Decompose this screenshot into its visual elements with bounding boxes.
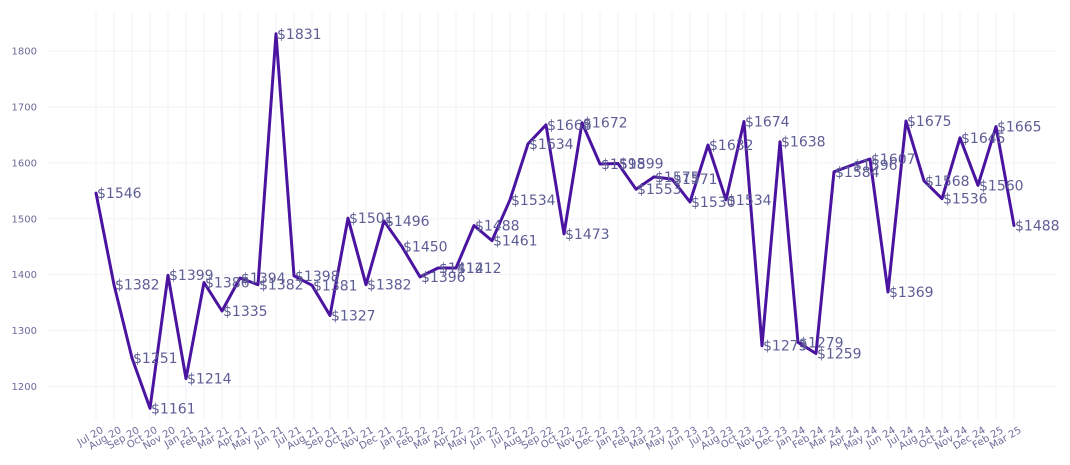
data-label: $1369 <box>889 285 934 301</box>
data-label: $1501 <box>349 211 394 227</box>
data-label: $1546 <box>97 186 142 202</box>
data-label: $1534 <box>727 193 772 209</box>
data-label: $1496 <box>385 214 430 230</box>
data-label: $1560 <box>979 178 1024 194</box>
data-label: $1473 <box>565 227 610 243</box>
data-label: $1279 <box>799 335 844 351</box>
data-label: $1599 <box>619 156 664 172</box>
data-label: $1381 <box>313 278 358 294</box>
data-label: $1450 <box>403 240 448 256</box>
data-label: $1571 <box>673 172 718 188</box>
data-label: $1273 <box>763 339 808 355</box>
data-label: $1412 <box>439 261 484 277</box>
y-tick-label: 1800 <box>12 47 37 58</box>
series <box>94 32 1016 410</box>
data-label: $1412 <box>457 261 502 277</box>
data-label: $1335 <box>223 304 268 320</box>
data-label: $1672 <box>583 116 628 132</box>
y-tick-label: 1600 <box>12 158 37 169</box>
data-label: $1638 <box>781 135 826 151</box>
data-label: $1530 <box>691 195 736 211</box>
data-label: $1596 <box>853 158 898 174</box>
series-line <box>94 32 1016 410</box>
data-label: $1584 <box>835 165 880 181</box>
y-tick-label: 1400 <box>12 270 37 281</box>
data-label: $1607 <box>871 152 916 168</box>
data-label: $1382 <box>115 278 160 294</box>
data-label: $1488 <box>1015 219 1060 235</box>
data-label: $1488 <box>475 219 520 235</box>
data-label: $1831 <box>277 27 322 43</box>
data-label: $1396 <box>421 270 466 286</box>
y-tick-label: 1500 <box>12 214 37 225</box>
data-label: $1394 <box>241 271 286 287</box>
data-label: $1461 <box>493 234 538 250</box>
data-label: $1399 <box>169 268 214 284</box>
data-label: $1536 <box>943 192 988 208</box>
y-axis: 1200 1300 1400 1500 1600 1700 1800 <box>12 47 37 393</box>
data-label: $1382 <box>367 278 412 294</box>
data-label: $1553 <box>637 182 682 198</box>
data-label: $1568 <box>925 174 970 190</box>
data-label: $1259 <box>817 346 862 362</box>
data-label: $1598 <box>601 157 646 173</box>
data-label: $1665 <box>997 120 1042 136</box>
data-label: $1675 <box>907 114 952 130</box>
data-label: $1668 <box>547 118 592 134</box>
data-label: $1327 <box>331 308 376 324</box>
data-label: $1382 <box>259 278 304 294</box>
data-label: $1251 <box>133 351 178 367</box>
data-label: $1575 <box>655 170 700 186</box>
data-label: $1674 <box>745 115 790 131</box>
y-tick-label: 1700 <box>12 103 37 114</box>
data-label: $1634 <box>529 137 574 153</box>
data-label: $1632 <box>709 138 754 154</box>
data-labels: $1546 $1382 $1251 $1161 $1399 $1214 $1386 $1335… <box>97 27 1060 417</box>
grid <box>48 12 1056 420</box>
y-tick-label: 1300 <box>12 326 37 337</box>
data-label: $1645 <box>961 131 1006 147</box>
data-label: $1386 <box>205 276 250 292</box>
data-label: $1534 <box>511 193 556 209</box>
data-label: $1161 <box>151 401 196 417</box>
y-tick-label: 1200 <box>12 382 37 393</box>
data-label: $1398 <box>295 269 340 285</box>
data-label: $1214 <box>187 372 232 388</box>
